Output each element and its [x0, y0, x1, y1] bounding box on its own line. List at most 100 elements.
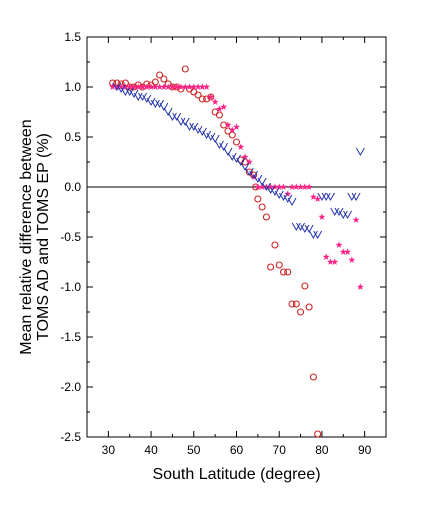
- data-point-star: [258, 183, 266, 190]
- data-point-star: [211, 98, 219, 105]
- data-point-v: [274, 190, 284, 200]
- y-tick-label: -2.5: [60, 430, 81, 444]
- data-point-v: [283, 194, 293, 204]
- data-point-v: [330, 207, 340, 217]
- data-point-v: [244, 167, 254, 177]
- x-tick-label: 90: [358, 443, 372, 457]
- data-point-star: [177, 83, 185, 90]
- data-point-circle: [254, 195, 262, 203]
- data-point-circle: [258, 203, 266, 211]
- data-point-star: [207, 93, 215, 100]
- data-point-star: [139, 83, 146, 90]
- data-point-v: [150, 99, 160, 109]
- data-point-circle: [215, 111, 223, 119]
- data-point-v: [180, 117, 190, 127]
- data-point-circle: [305, 303, 313, 311]
- data-point-star: [348, 256, 356, 263]
- data-point-v: [219, 142, 229, 152]
- data-point-v: [313, 230, 323, 240]
- data-point-v: [240, 162, 250, 172]
- y-tick-label: -1.0: [60, 280, 81, 294]
- data-point-v: [308, 230, 318, 240]
- data-point-circle: [314, 430, 322, 438]
- data-point-star: [292, 183, 300, 190]
- data-point-v: [347, 192, 357, 202]
- y-tick-label: 0.0: [64, 180, 81, 194]
- data-point-star: [130, 83, 138, 90]
- data-point-v: [172, 112, 182, 122]
- data-point-star: [190, 83, 198, 90]
- data-point-circle: [288, 300, 296, 308]
- data-point-v: [261, 182, 271, 192]
- data-point-star: [322, 253, 330, 260]
- data-point-star: [147, 83, 155, 90]
- data-point-v: [214, 140, 224, 150]
- data-point-v: [326, 192, 335, 202]
- data-point-star: [220, 103, 228, 110]
- data-point-star: [254, 183, 262, 190]
- x-tick-label: 80: [315, 443, 329, 457]
- data-point-v: [206, 132, 216, 142]
- data-point-v: [291, 222, 301, 232]
- data-point-star: [271, 183, 279, 190]
- data-point-circle: [156, 71, 164, 79]
- y-tick-label: -1.5: [60, 330, 81, 344]
- data-point-circle: [284, 268, 292, 276]
- data-point-star: [169, 83, 176, 90]
- data-point-star: [327, 258, 334, 265]
- data-point-star: [352, 216, 360, 223]
- data-point-star: [331, 258, 339, 265]
- data-point-v: [249, 170, 259, 180]
- data-point-circle: [198, 95, 206, 103]
- y-axis-title-line2: TOMS AD and TOMS EP (%): [35, 133, 52, 341]
- x-axis-title: South Latitude (degree): [152, 466, 320, 483]
- x-tick-label: 60: [230, 443, 244, 457]
- data-point-v: [355, 147, 365, 157]
- data-point-star: [241, 153, 249, 160]
- y-tick-label: 1.5: [64, 30, 81, 44]
- y-tick-label: -0.5: [60, 230, 81, 244]
- data-point-v: [146, 97, 156, 107]
- x-tick-label: 50: [187, 443, 201, 457]
- series-circle-open: [109, 65, 322, 438]
- data-point-v: [270, 187, 280, 197]
- data-point-v: [279, 192, 288, 202]
- data-point-star: [151, 83, 159, 90]
- data-point-v: [223, 147, 233, 157]
- data-point-v: [116, 84, 126, 94]
- data-point-star: [143, 83, 151, 90]
- data-point-star: [309, 193, 317, 200]
- data-point-star: [122, 83, 129, 90]
- data-point-v: [236, 157, 246, 167]
- data-point-v: [351, 192, 361, 202]
- data-point-star: [113, 83, 121, 90]
- data-point-v: [202, 130, 212, 140]
- data-point-v: [300, 224, 310, 234]
- data-point-v: [189, 122, 199, 132]
- data-point-star: [339, 248, 347, 255]
- data-point-star: [109, 83, 117, 90]
- series-v-mark: [112, 82, 365, 240]
- data-point-star: [181, 83, 189, 90]
- y-tick-label: -2.0: [60, 380, 81, 394]
- data-point-star: [194, 83, 202, 90]
- data-point-star: [335, 241, 343, 248]
- data-point-star: [117, 83, 125, 90]
- data-point-circle: [211, 108, 219, 116]
- data-point-star: [237, 143, 245, 150]
- data-point-star: [203, 83, 211, 90]
- data-point-v: [125, 87, 135, 97]
- data-point-star: [297, 183, 304, 190]
- data-point-star: [245, 158, 253, 165]
- data-point-star: [173, 83, 181, 90]
- data-point-v: [193, 125, 203, 135]
- data-point-star: [275, 183, 283, 190]
- x-tick-label: 70: [273, 443, 287, 457]
- data-point-star: [344, 248, 351, 255]
- data-point-v: [321, 192, 331, 202]
- data-point-v: [232, 154, 241, 164]
- data-point-star: [156, 83, 164, 90]
- data-point-circle: [228, 131, 236, 139]
- data-point-star: [250, 173, 258, 180]
